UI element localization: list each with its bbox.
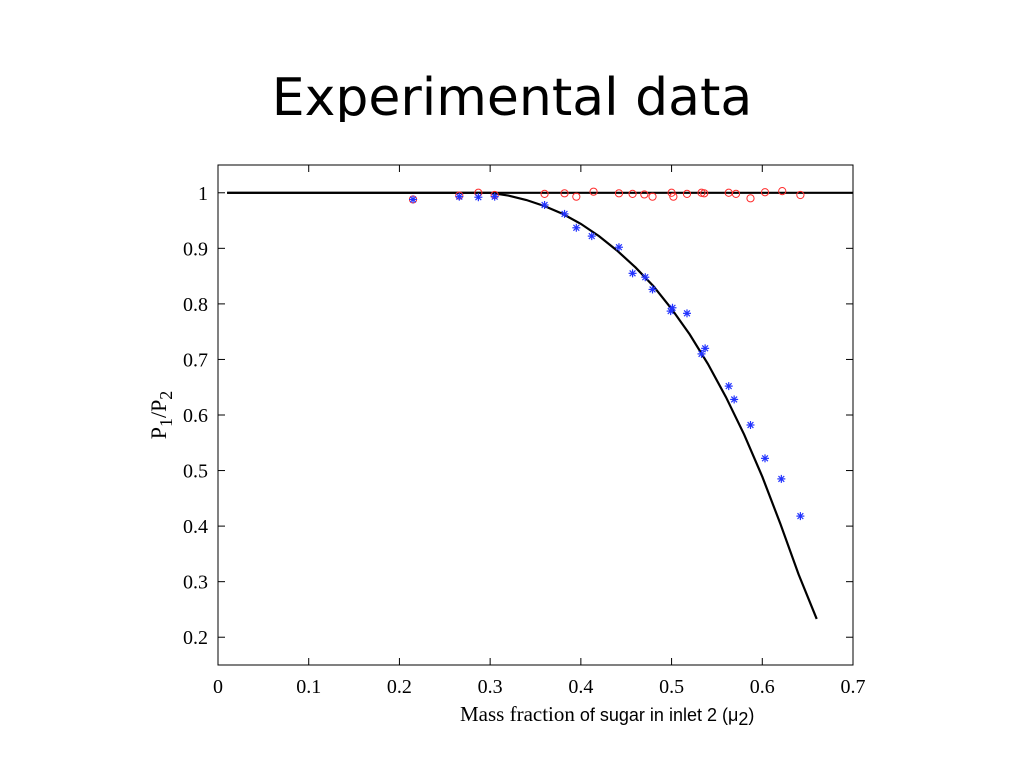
series-line (227, 191, 818, 620)
data-point-circle (589, 187, 598, 196)
y-tick-label: 0.4 (183, 516, 208, 538)
data-point-circle (700, 189, 709, 198)
data-point-asterisk (409, 195, 418, 204)
y-tick-label: 0.2 (183, 627, 208, 649)
data-point-asterisk (587, 232, 596, 241)
data-point-asterisk (701, 344, 710, 353)
series-lines (227, 191, 853, 620)
data-point-asterisk (746, 421, 755, 429)
data-point-asterisk (641, 273, 650, 282)
plot-frame (217, 164, 854, 666)
data-point-asterisk (724, 382, 733, 391)
x-tick-label: 0.7 (841, 676, 866, 698)
data-point-circle (648, 192, 657, 201)
x-tick-label: 0.1 (296, 676, 321, 698)
data-point-asterisk (540, 201, 549, 209)
y-axis-label: P1/P2 (146, 391, 176, 440)
data-point-circle (796, 190, 805, 200)
data-point-asterisk (697, 349, 706, 358)
data-point-circle (746, 194, 755, 203)
data-point-asterisk (730, 395, 739, 404)
data-point-circle (560, 189, 569, 198)
axis-ticks: 0 0.1 0.2 0.3 0.4 0.5 0.6 0.7 0.2 0.3 0.4 0.5 0.6 0.7… (183, 165, 866, 698)
y-tick-label: 1 (198, 183, 208, 205)
data-point-asterisk (572, 223, 581, 232)
data-point-asterisk (761, 454, 770, 463)
data-point-asterisk (490, 192, 499, 201)
x-tick-label: 0 (213, 676, 223, 698)
data-point-asterisk (455, 192, 464, 201)
x-tick-label: 0.3 (478, 676, 503, 698)
data-point-asterisk (614, 243, 623, 252)
data-point-circle (682, 189, 692, 198)
series-markers (408, 187, 805, 521)
data-point-circle (760, 188, 770, 197)
x-tick-label: 0.2 (387, 676, 412, 698)
data-point-circle (572, 192, 581, 201)
data-point-circle (628, 189, 637, 198)
data-point-asterisk (668, 303, 677, 312)
data-point-circle (667, 188, 676, 197)
data-point-circle (669, 192, 678, 201)
data-point-circle (540, 189, 549, 198)
y-tick-label: 0.9 (183, 238, 208, 260)
y-tick-label: 0.8 (183, 294, 208, 316)
data-point-asterisk (777, 474, 786, 483)
slide-title: Experimental data (271, 68, 753, 122)
data-point-asterisk (560, 209, 569, 218)
x-axis-label: Mass fraction of sugar in inlet 2 (μ2) (460, 702, 754, 729)
data-point-asterisk (628, 269, 637, 278)
data-point-asterisk (474, 193, 483, 202)
data-point-asterisk (796, 512, 805, 521)
data-point-circle (731, 189, 741, 198)
data-point-circle (614, 189, 624, 198)
y-tick-label: 0.5 (183, 461, 208, 483)
x-tick-label: 0.4 (568, 676, 593, 698)
data-point-circle (640, 190, 649, 199)
data-point-asterisk (682, 309, 691, 318)
y-tick-label: 0.3 (183, 572, 208, 594)
y-tick-label: 0.6 (183, 405, 208, 427)
data-point-circle (778, 187, 787, 196)
x-tick-label: 0.6 (750, 676, 775, 698)
data-point-asterisk (648, 285, 657, 294)
x-tick-label: 0.5 (659, 676, 684, 698)
y-tick-label: 0.7 (183, 349, 208, 371)
